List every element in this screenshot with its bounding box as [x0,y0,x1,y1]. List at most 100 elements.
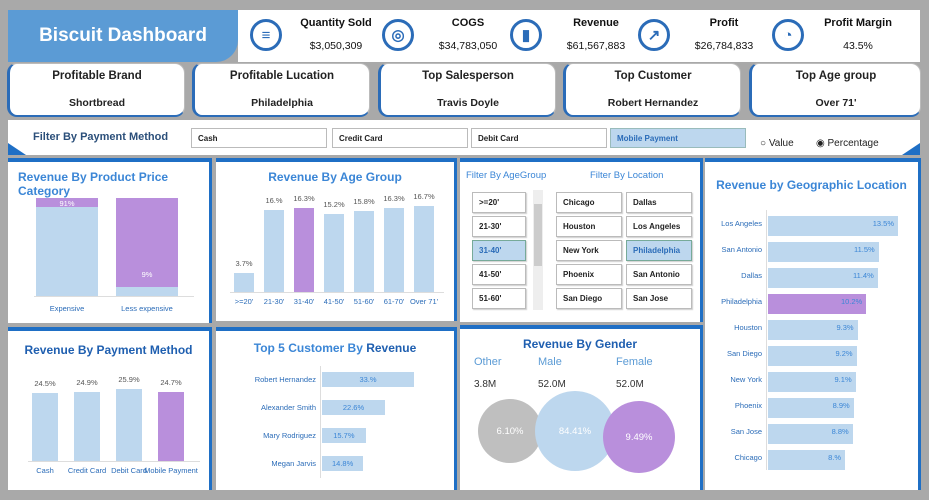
category-label: Dallas [741,271,762,280]
payment-filter-label: Filter By Payment Method [33,131,169,143]
bar [322,372,414,387]
kpi-value: $26,784,833 [694,40,754,52]
card-title: Top Age group [795,70,877,82]
category-label: 31-40' [293,297,315,306]
data-label: 9.1% [834,375,852,384]
panel-filters: Filter By AgeGroup Filter By Location >=… [460,158,703,322]
data-label: 16.7% [413,192,435,201]
card-value: Shortbread [68,97,125,109]
kpi-value: 43.5% [843,40,873,52]
axis-line [34,296,194,297]
location-filter-option[interactable]: Philadelphia [626,240,692,261]
bar [322,456,364,471]
data-label: 24.5% [34,378,56,388]
data-label: 33.% [359,375,377,384]
age-filter-option[interactable]: 21-30' [472,216,526,237]
data-label: 22.6% [342,403,365,412]
kpi-value: $34,783,050 [438,40,498,52]
panel-price-category: Revenue By Product Price Category 91% Exp… [8,158,212,323]
age-filter-title: Filter By AgeGroup [466,170,547,181]
category-label: Philadelphia [721,297,762,306]
age-filter-option[interactable]: 41-50' [472,264,526,285]
data-label: 11.4% [853,271,874,280]
location-filter-option[interactable]: San Diego [556,288,622,309]
category-label: >=20' [234,297,254,306]
panel-age-group: Revenue By Age Group 3.7% >=20' 16.% 21-30'… [216,158,457,321]
chart-title: Top 5 Customer By Revenue [216,341,454,355]
age-filter-scrollbar[interactable] [533,190,543,310]
kpi-label: Quantity Sold [300,17,372,29]
data-label: 9.3% [836,323,854,332]
radio-percentage[interactable]: ◉ Percentage [816,138,879,149]
kpi-value: $61,567,883 [566,40,626,52]
location-filter-option[interactable]: New York [556,240,622,261]
category-label: Credit Card [67,466,107,475]
data-label: 14.8% [331,459,354,468]
category-label: Expensive [49,304,85,313]
data-label: 9% [141,270,153,279]
age-filter-option[interactable]: >=20' [472,192,526,213]
card-value: Over 71' [815,97,857,109]
bar [116,389,142,461]
gender-value: 52.0M [616,379,644,390]
age-filter-option[interactable]: 51-60' [472,288,526,309]
data-label: 16.% [265,195,283,205]
bar [414,206,434,292]
card-title: Top Customer [614,70,692,82]
bar [74,391,100,461]
bar [768,424,853,444]
category-label: San Antonio [721,245,762,254]
bar [322,428,366,443]
location-filter-option[interactable]: San Jose [626,288,692,309]
kpi-label: Profit [709,17,739,29]
bar [768,346,857,366]
category-label: Debit Card [111,466,147,475]
axis-line [230,292,444,293]
kpi-cogs: ◎ COGS $34,783,050 [382,10,518,62]
category-label: Houston [734,323,762,332]
kpi-revenue: ▮ Revenue $61,567,883 [510,10,646,62]
category-label: Chicago [734,453,762,462]
chart-title: Revenue By Age Group [268,170,402,184]
panel-geographic: Revenue by Geographic Location Los Angel… [705,158,921,490]
card-top-salesperson: Top Salesperson Travis Doyle [378,63,556,117]
card-profitable-location: Profitable Lucation Philadelphia [192,63,370,117]
payment-option-mobile-payment[interactable]: Mobile Payment [610,128,746,148]
category-label: 21-30' [263,297,285,306]
trend-icon: ↗ [638,19,670,51]
payment-option-debit-card[interactable]: Debit Card [471,128,607,148]
bar [322,400,385,415]
category-label: 41-50' [323,297,345,306]
age-filter-option[interactable]: 31-40' [472,240,526,261]
location-filter-option[interactable]: Los Angeles [626,216,692,237]
category-label: Less expensive [121,304,173,313]
card-title: Profitable Brand [52,70,142,82]
kpi-value: $3,050,309 [309,40,363,52]
bar [32,392,58,461]
payment-option-credit-card[interactable]: Credit Card [332,128,468,148]
corner-decoration [902,143,920,155]
category-label: Phoenix [734,401,762,410]
bar [768,242,879,262]
location-filter-option[interactable]: Phoenix [556,264,622,285]
card-profitable-brand: Profitable Brand Shortbread [7,63,185,117]
category-label: 61-70' [383,297,405,306]
bar [294,208,314,292]
category-label: Mobile Payment [144,466,198,475]
gender-value: 52.0M [538,379,566,390]
location-filter-option[interactable]: Houston [556,216,622,237]
category-label: Megan Jarvis [271,459,316,468]
radio-value[interactable]: ○ Value [760,138,794,149]
chart-title: Revenue By Payment Method [24,343,193,357]
data-label: 15.7% [333,431,355,440]
location-filter-option[interactable]: San Antonio [626,264,692,285]
data-label: 10.2% [840,297,863,306]
location-filter-option[interactable]: Chicago [556,192,622,213]
gender-label: Female [616,356,653,368]
location-filter-option[interactable]: Dallas [626,192,692,213]
bar [768,268,878,288]
bar-segment [36,206,98,296]
data-label: 8.9% [832,401,850,410]
data-label: 15.8% [353,196,375,206]
payment-option-cash[interactable]: Cash [191,128,327,148]
